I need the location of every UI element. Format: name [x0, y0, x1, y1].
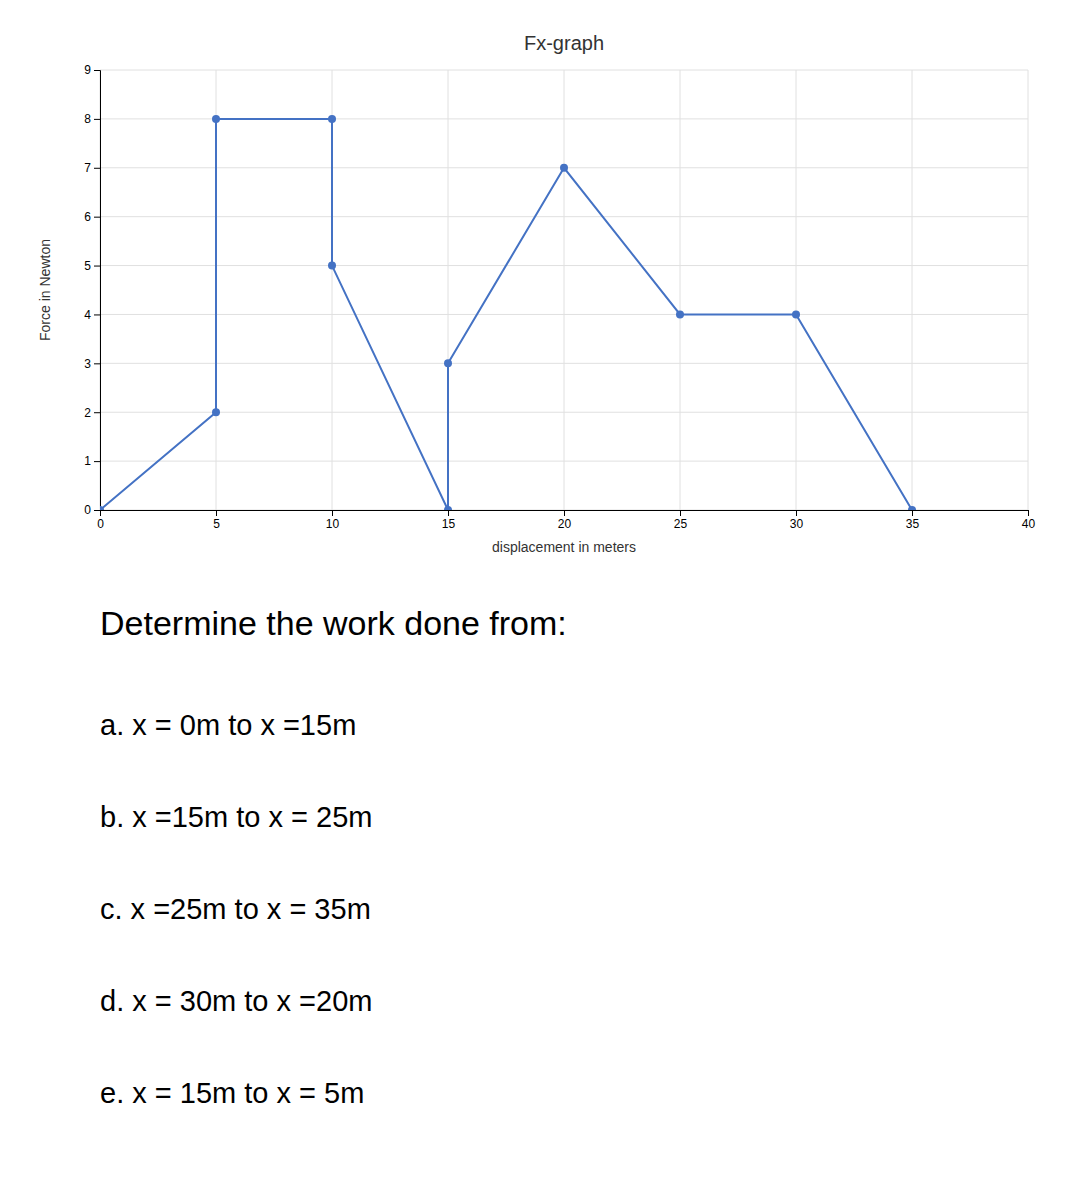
- y-tick-label: 7: [84, 161, 91, 175]
- y-grid-line: [100, 363, 1028, 364]
- y-grid-line: [100, 412, 1028, 413]
- y-tick: 5: [84, 259, 100, 273]
- y-tick: 2: [84, 406, 100, 420]
- x-tick-label: 15: [442, 517, 456, 531]
- x-tick: 0: [97, 510, 104, 531]
- y-tick-label: 6: [84, 210, 91, 224]
- chart-svg: 0 5 10 15 20 25 30 35 40 0 1 2 3 4 5 6 7 8 9 displacement i…: [0, 0, 1078, 1200]
- x-grid-line: [680, 70, 681, 510]
- x-tick-label: 5: [213, 517, 220, 531]
- x-grid-line: [912, 70, 913, 510]
- y-axis-title: Force in Newton: [37, 239, 53, 341]
- x-tick-mark: [216, 510, 217, 516]
- line: [100, 119, 912, 510]
- x-grid-line: [1028, 70, 1029, 510]
- x-tick: 15: [442, 510, 456, 531]
- point: [676, 310, 684, 318]
- y-grid-line: [100, 265, 1028, 266]
- x-tick-mark: [448, 510, 449, 516]
- y-axis-line: [94, 71, 101, 511]
- y-tick-label: 5: [84, 259, 91, 273]
- y-tick-label: 0: [84, 503, 91, 517]
- point: [328, 262, 336, 270]
- x-tick-label: 0: [97, 517, 104, 531]
- annotation-item: d. x = 30m to x =20m: [100, 985, 372, 1017]
- x-axis-line: [101, 511, 1029, 517]
- y-tick-mark: [94, 510, 100, 511]
- x-tick-label: 10: [326, 517, 340, 531]
- y-tick: 6: [84, 210, 100, 224]
- y-tick-mark: [94, 412, 100, 413]
- x-tick: 35: [906, 510, 920, 531]
- y-grid-line: [100, 314, 1028, 315]
- y-tick-label: 1: [84, 454, 91, 468]
- y-tick: 4: [84, 308, 100, 322]
- point: [212, 408, 220, 416]
- x-tick: 20: [558, 510, 572, 531]
- x-tick-label: 25: [674, 517, 688, 531]
- y-grid-line: [100, 70, 1028, 71]
- point: [212, 115, 220, 123]
- plot: 0 5 10 15 20 25 30 35 40 0 1 2 3 4 5 6 7 8 9 displacement i…: [37, 63, 1035, 555]
- y-tick-mark: [94, 70, 100, 71]
- x-grid-line: [564, 70, 565, 510]
- x-tick-mark: [680, 510, 681, 516]
- y-tick-mark: [94, 461, 100, 462]
- point: [444, 359, 452, 367]
- annotation-item: c. x =25m to x = 35m: [100, 893, 371, 925]
- y-tick-mark: [94, 168, 100, 169]
- y-tick-mark: [94, 266, 100, 267]
- y-tick-mark: [94, 119, 100, 120]
- data-layer: [100, 115, 916, 510]
- annotation-item: e. x = 15m to x = 5m: [100, 1077, 364, 1109]
- y-tick-mark: [94, 363, 100, 364]
- y-tick: 9: [84, 63, 100, 77]
- y-tick: 8: [84, 112, 100, 126]
- y-tick: 1: [84, 454, 100, 468]
- x-tick-label: 35: [906, 517, 920, 531]
- y-grid-line: [100, 461, 1028, 462]
- y-tick-label: 2: [84, 406, 91, 420]
- point: [908, 506, 916, 510]
- y-tick-mark: [94, 217, 100, 218]
- annotation-heading: Determine the work done from:: [100, 604, 567, 642]
- x-grid-line: [796, 70, 797, 510]
- x-tick-mark: [1028, 510, 1029, 516]
- y-grid-line: [100, 216, 1028, 217]
- y-tick: 7: [84, 161, 100, 175]
- point: [792, 310, 800, 318]
- annotation-item: a. x = 0m to x =15m: [100, 709, 356, 741]
- x-tick-label: 40: [1022, 517, 1036, 531]
- x-tick: 10: [326, 510, 340, 531]
- point: [444, 506, 452, 510]
- point: [100, 506, 104, 510]
- y-axis: 0 1 2 3 4 5 6 7 8 9: [84, 63, 100, 517]
- y-tick-label: 4: [84, 308, 91, 322]
- y-tick: 3: [84, 357, 100, 371]
- x-tick: 5: [213, 510, 220, 531]
- x-tick-mark: [912, 510, 913, 516]
- x-tick-label: 30: [790, 517, 804, 531]
- x-tick: 25: [674, 510, 688, 531]
- y-tick-label: 8: [84, 112, 91, 126]
- x-tick: 30: [790, 510, 804, 531]
- title: Fx-graph: [524, 32, 604, 54]
- grid: [100, 70, 1028, 510]
- x-tick-mark: [332, 510, 333, 516]
- x-tick: 40: [1022, 510, 1036, 531]
- x-axis-title: displacement in meters: [492, 539, 636, 555]
- point: [328, 115, 336, 123]
- annotation-item: b. x =15m to x = 25m: [100, 801, 372, 833]
- x-tick-label: 20: [558, 517, 572, 531]
- x-axis: 0 5 10 15 20 25 30 35 40: [97, 510, 1035, 531]
- y-tick: 0: [84, 503, 100, 517]
- y-tick-label: 9: [84, 63, 91, 77]
- point: [560, 164, 568, 172]
- x-tick-mark: [564, 510, 565, 516]
- y-tick-mark: [94, 314, 100, 315]
- x-tick-mark: [796, 510, 797, 516]
- annotations: Determine the work done from: a. x = 0m t…: [100, 604, 567, 1109]
- y-tick-label: 3: [84, 357, 91, 371]
